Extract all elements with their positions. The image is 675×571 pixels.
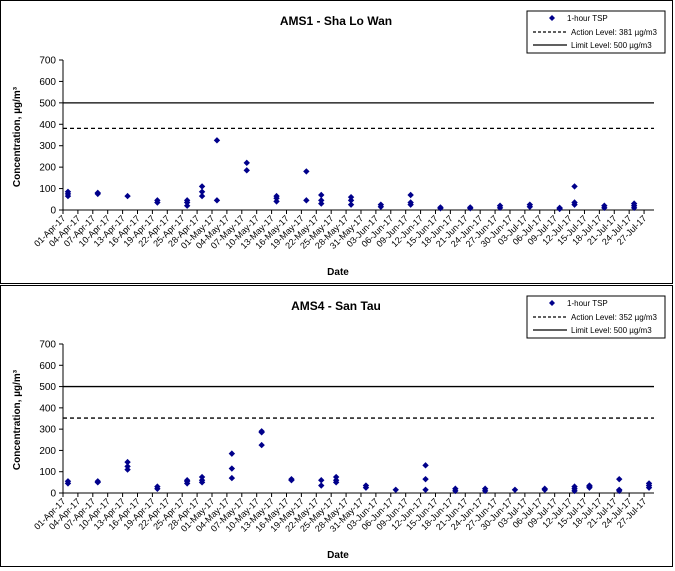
data-point [481, 485, 489, 492]
data-point [616, 486, 623, 494]
data-point [347, 201, 355, 208]
data-point [407, 199, 414, 206]
data-point [496, 202, 504, 209]
data-point [630, 200, 638, 207]
data-point [198, 183, 206, 190]
y-tick-label: 300 [39, 141, 56, 152]
data-point [362, 482, 370, 489]
data-point [124, 192, 131, 200]
legend-entry-action-level: Action Level: 381 µg/m3 [571, 28, 658, 37]
y-tick-label: 100 [39, 467, 56, 478]
data-point [318, 191, 325, 199]
data-point [541, 485, 548, 492]
data-point [318, 477, 325, 484]
data-point [347, 193, 355, 201]
y-axis-label: Concentration, µg/m³ [12, 369, 23, 470]
data-point [422, 462, 429, 469]
x-axis-label: Date [327, 550, 349, 561]
data-point [183, 477, 191, 484]
y-tick-label: 400 [39, 403, 56, 414]
data-point [94, 478, 101, 485]
chart-ams1: AMS1 - Sha Lo Wan 1-hour TSP Action Leve… [12, 10, 666, 278]
data-point [571, 183, 578, 190]
data-point [198, 473, 206, 481]
data-point [601, 202, 608, 209]
data-point [213, 197, 221, 204]
data-point [526, 201, 534, 208]
legend-entry-tsp: 1-hour TSP [567, 14, 608, 23]
data-point [243, 167, 250, 174]
chart-panel-ams1: AMS1 - Sha Lo Wan 1-hour TSP Action Leve… [0, 0, 673, 284]
data-point [347, 197, 355, 204]
y-tick-label: 400 [39, 120, 56, 131]
data-point [556, 204, 563, 212]
data-point [258, 428, 265, 435]
y-tick-label: 500 [39, 98, 56, 109]
data-point [154, 197, 161, 204]
y-tick-label: 700 [39, 56, 56, 67]
data-point [154, 483, 161, 490]
y-axis-label: Concentration, µg/m³ [12, 86, 23, 187]
data-point [228, 465, 236, 472]
y-tick-label: 300 [39, 425, 56, 436]
y-tick-label: 200 [39, 446, 56, 457]
data-point [64, 188, 72, 195]
legend: 1-hour TSP Action Level: 352 µg/m3 Limit… [526, 295, 666, 339]
y-tick-label: 600 [39, 77, 56, 88]
data-point [213, 137, 221, 144]
data-point [392, 486, 399, 494]
data-point [64, 478, 72, 485]
data-point [258, 441, 265, 449]
data-point [198, 192, 206, 200]
data-point [616, 475, 623, 483]
y-tick-label: 0 [50, 206, 56, 217]
data-point [228, 474, 236, 482]
y-tick-label: 700 [39, 340, 56, 351]
chart-ams4: AMS4 - San Tau 1-hour TSP Action Level: … [12, 295, 666, 561]
legend-entry-limit-level: Limit Level: 500 µg/m3 [571, 326, 652, 335]
data-point [318, 197, 325, 204]
data-point [243, 159, 250, 167]
data-point [511, 486, 519, 494]
legend-entry-limit-level: Limit Level: 500 µg/m3 [571, 41, 652, 50]
chart-panel-ams4: AMS4 - San Tau 1-hour TSP Action Level: … [0, 285, 673, 567]
data-point [377, 201, 385, 208]
data-point [183, 202, 191, 209]
data-point [452, 485, 459, 492]
data-point [228, 450, 236, 457]
data-point [288, 475, 295, 483]
data-point [303, 197, 310, 204]
chart-title: AMS1 - Sha Lo Wan [280, 14, 392, 28]
data-point [273, 198, 280, 205]
data-point [124, 458, 131, 466]
data-point [645, 480, 653, 487]
data-point [571, 199, 578, 206]
y-tick-label: 0 [50, 489, 56, 500]
data-point [467, 204, 474, 211]
data-point [422, 486, 429, 494]
data-point [422, 475, 429, 483]
x-axis-label: Date [327, 267, 349, 278]
y-tick-label: 200 [39, 163, 56, 174]
y-tick-label: 600 [39, 361, 56, 372]
data-point [586, 482, 593, 489]
y-tick-label: 100 [39, 184, 56, 195]
legend-entry-action-level: Action Level: 352 µg/m3 [571, 313, 658, 322]
data-point [303, 168, 310, 175]
legend-marker-diamond-icon [549, 15, 555, 21]
data-point [437, 204, 444, 211]
legend-entry-tsp: 1-hour TSP [567, 299, 608, 308]
y-tick-label: 500 [39, 382, 56, 393]
legend: 1-hour TSP Action Level: 381 µg/m3 Limit… [526, 10, 666, 54]
data-point [273, 192, 280, 200]
data-point [407, 191, 414, 199]
data-point [332, 473, 340, 481]
data-point [318, 200, 325, 207]
chart-title: AMS4 - San Tau [291, 299, 381, 313]
data-point [94, 189, 101, 197]
legend-marker-diamond-icon [549, 300, 555, 306]
data-point [318, 482, 325, 489]
data-point [198, 188, 206, 195]
data-point [183, 197, 191, 204]
